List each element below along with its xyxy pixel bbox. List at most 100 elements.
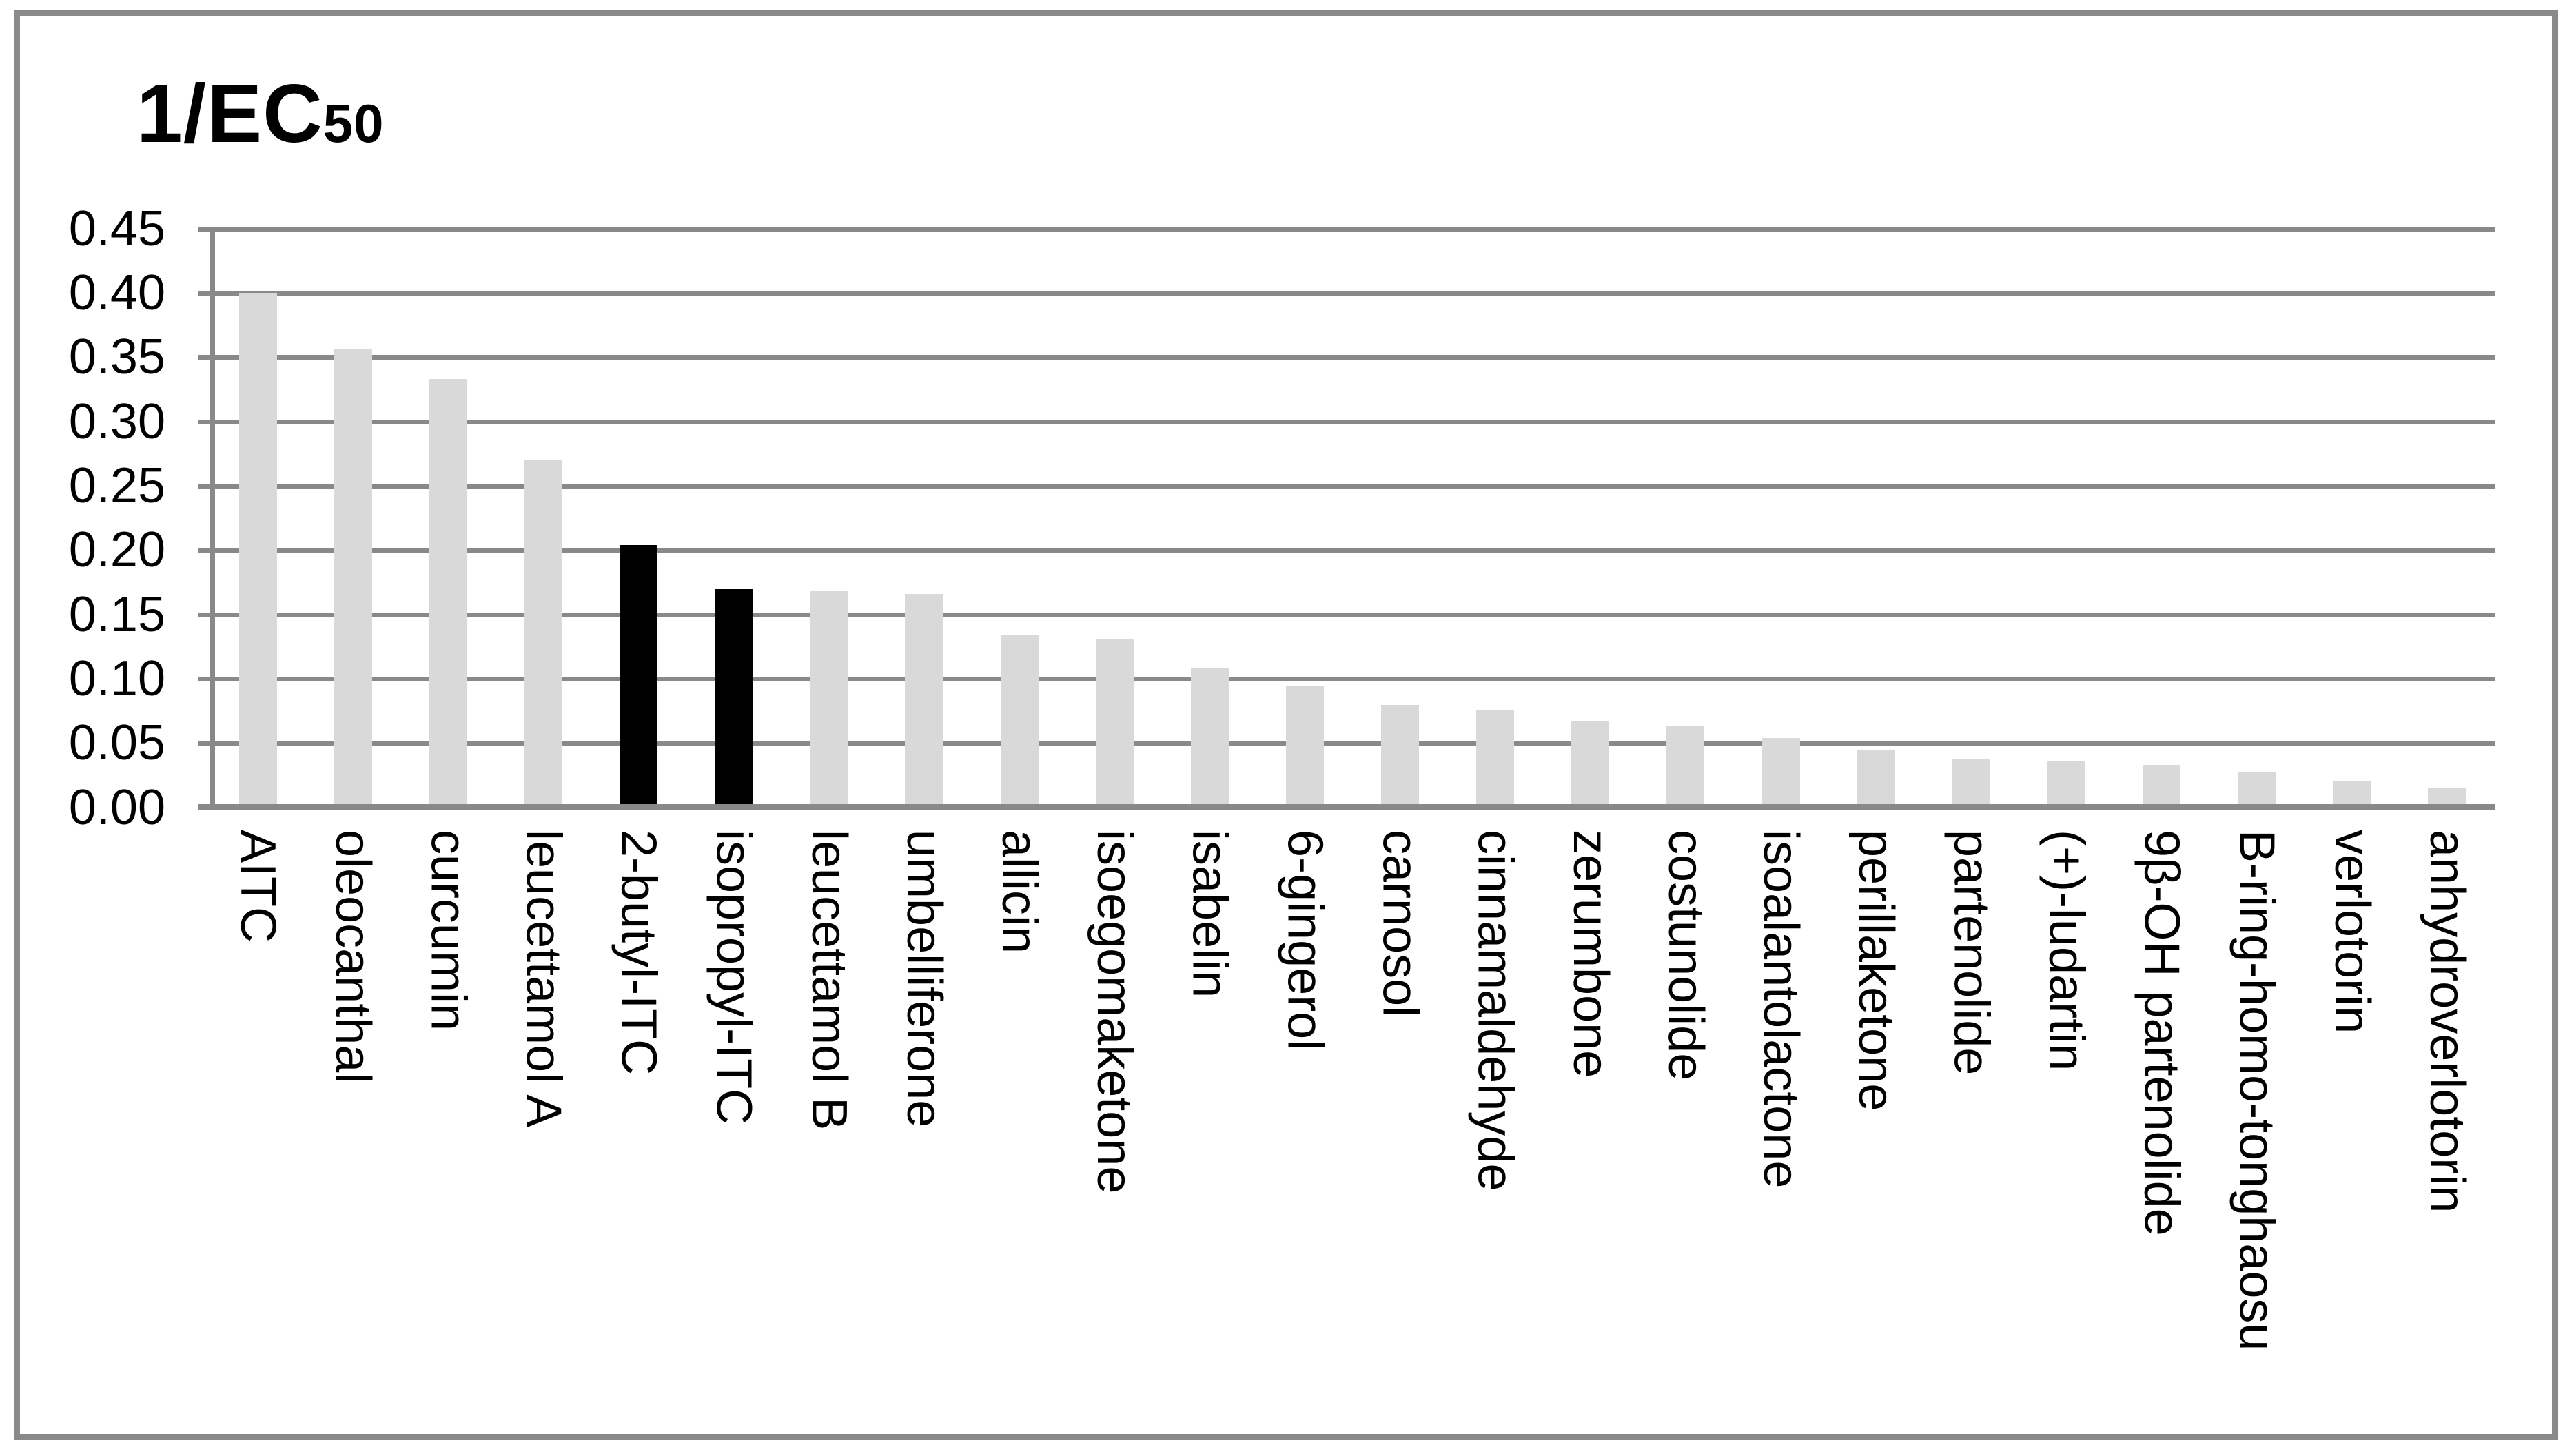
bar-isabelin [1190, 668, 1229, 808]
x-label-partenolide: partenolide [1943, 830, 1999, 1076]
x-label-ludartin: (+)-ludartin [2039, 830, 2094, 1072]
x-label-cell-partenolide: partenolide [1923, 830, 2019, 1443]
x-label-cell-isoalantolactone: isoalantolactone [1733, 830, 1828, 1443]
x-label-oleocanthal: oleocanthal [325, 830, 381, 1084]
x-label-cell-allicin: allicin [972, 830, 1067, 1443]
x-label-zerumbone: zerumbone [1562, 830, 1618, 1078]
gridline [210, 483, 2495, 489]
x-label-cell-carnosol: carnosol [1353, 830, 1448, 1443]
x-label-cell-curcumin: curcumin [400, 830, 496, 1443]
y-tick-label: 0.35 [68, 329, 165, 385]
gridline [210, 355, 2495, 360]
bar-6-gingerol [1285, 685, 1324, 808]
y-tick-label: 0.40 [68, 265, 165, 320]
x-label-isopropyl-itc: isopropyl-ITC [706, 830, 762, 1125]
x-label-leucettamol-a: leucettamol A [515, 830, 571, 1128]
bar-leucettamol-b [810, 590, 848, 808]
bar-leucettamol-a [524, 460, 562, 808]
x-label-cell-anhydroverlotorin: anhydroverlotorin [2400, 830, 2495, 1443]
x-label-cell-2-butyl-itc: 2-butyl-ITC [591, 830, 686, 1443]
x-label-aitc: AITC [230, 830, 286, 943]
gridline [210, 226, 2495, 232]
bar-9-oh-partenolide [2143, 765, 2181, 808]
x-label-cell-isoegomaketone: isoegomaketone [1067, 830, 1162, 1443]
y-tick-label: 0.10 [68, 650, 165, 706]
x-label-cell-costunolide: costunolide [1638, 830, 1733, 1443]
y-axis-tick [198, 612, 210, 617]
y-axis-tick [198, 419, 210, 424]
y-axis-tick [198, 676, 210, 681]
bar-verlotorin [2333, 780, 2371, 808]
y-tick-label: 0.15 [68, 586, 165, 642]
y-tick-label: 0.05 [68, 715, 165, 771]
x-label-2-butyl-itc: 2-butyl-ITC [611, 830, 666, 1076]
x-label-cell-isopropyl-itc: isopropyl-ITC [686, 830, 782, 1443]
bar-carnosol [1381, 704, 1420, 808]
x-label-cell-ludartin: (+)-ludartin [2019, 830, 2114, 1443]
x-label-cinnamaldehyde: cinnamaldehyde [1467, 830, 1523, 1191]
y-tick-label: 0.30 [68, 393, 165, 449]
gridline [210, 419, 2495, 424]
x-label-cell-leucettamol-b: leucettamol B [782, 830, 877, 1443]
chart-title-main: 1/EC [136, 68, 323, 160]
x-label-6-gingerol: 6-gingerol [1277, 830, 1333, 1051]
bar-allicin [1000, 635, 1039, 808]
x-label-cell-cinnamaldehyde: cinnamaldehyde [1448, 830, 1543, 1443]
y-tick-label: 0.20 [68, 522, 165, 578]
x-label-isoegomaketone: isoegomaketone [1087, 830, 1143, 1194]
bar-b-ring-homo-tonghaosu [2238, 771, 2276, 808]
x-label-cell-9-oh-partenolide: 9β-OH partenolide [2114, 830, 2209, 1443]
x-label-cell-6-gingerol: 6-gingerol [1257, 830, 1352, 1443]
bar-isoegomaketone [1095, 639, 1134, 808]
bar-partenolide [1952, 759, 1990, 808]
x-label-cell-perillaketone: perillaketone [1828, 830, 1923, 1443]
y-axis-tick [198, 355, 210, 360]
gridline [210, 612, 2495, 617]
y-tick-label: 0.25 [68, 458, 165, 513]
bar-isopropyl-itc [715, 588, 753, 808]
x-label-verlotorin: verlotorin [2324, 830, 2380, 1034]
x-label-cell-isabelin: isabelin [1162, 830, 1257, 1443]
plot-area [198, 226, 2495, 810]
bar-cinnamaldehyde [1476, 710, 1515, 808]
x-label-cell-leucettamol-a: leucettamol A [496, 830, 591, 1443]
x-axis-labels: AITC oleocanthal curcumin leucettamol A 2-bu… [210, 830, 2495, 1443]
y-axis-tick [198, 290, 210, 296]
y-tick-label: 0.45 [68, 201, 165, 256]
y-axis-tick [198, 548, 210, 553]
bar-oleocanthal [334, 348, 372, 808]
x-label-cell-aitc: AITC [210, 830, 305, 1443]
bar-perillaketone [1857, 750, 1895, 808]
bar-aitc [238, 293, 277, 808]
x-label-cell-umbelliferone: umbelliferone [877, 830, 972, 1443]
gridline [210, 676, 2495, 681]
y-axis-tick [198, 483, 210, 489]
y-axis-line [210, 229, 215, 808]
x-label-cell-b-ring-homo-tonghaosu: B-ring-homo-tonghaosu [2209, 830, 2305, 1443]
x-label-umbelliferone: umbelliferone [896, 830, 952, 1128]
x-axis-line [198, 804, 2495, 810]
bar-curcumin [429, 379, 467, 808]
chart-title: 1/EC50 [136, 66, 385, 161]
x-label-cell-oleocanthal: oleocanthal [305, 830, 400, 1443]
y-axis-tick [198, 741, 210, 746]
x-label-9-oh-partenolide: 9β-OH partenolide [2134, 830, 2189, 1236]
bar-2-butyl-itc [620, 545, 658, 808]
bar-ludartin [2047, 761, 2085, 808]
x-label-cell-zerumbone: zerumbone [1543, 830, 1638, 1443]
x-label-anhydroverlotorin: anhydroverlotorin [2419, 830, 2475, 1213]
bar-zerumbone [1571, 721, 1610, 808]
x-label-isabelin: isabelin [1182, 830, 1238, 998]
x-label-cell-verlotorin: verlotorin [2305, 830, 2400, 1443]
x-label-carnosol: carnosol [1372, 830, 1428, 1018]
x-label-b-ring-homo-tonghaosu: B-ring-homo-tonghaosu [2229, 830, 2285, 1351]
bar-umbelliferone [905, 594, 943, 808]
bar-costunolide [1666, 726, 1705, 808]
gridline [210, 741, 2495, 746]
gridline [210, 290, 2495, 296]
y-axis-tick [198, 226, 210, 232]
x-label-isoalantolactone: isoalantolactone [1753, 830, 1809, 1189]
x-label-curcumin: curcumin [420, 830, 476, 1032]
gridline [210, 548, 2495, 553]
